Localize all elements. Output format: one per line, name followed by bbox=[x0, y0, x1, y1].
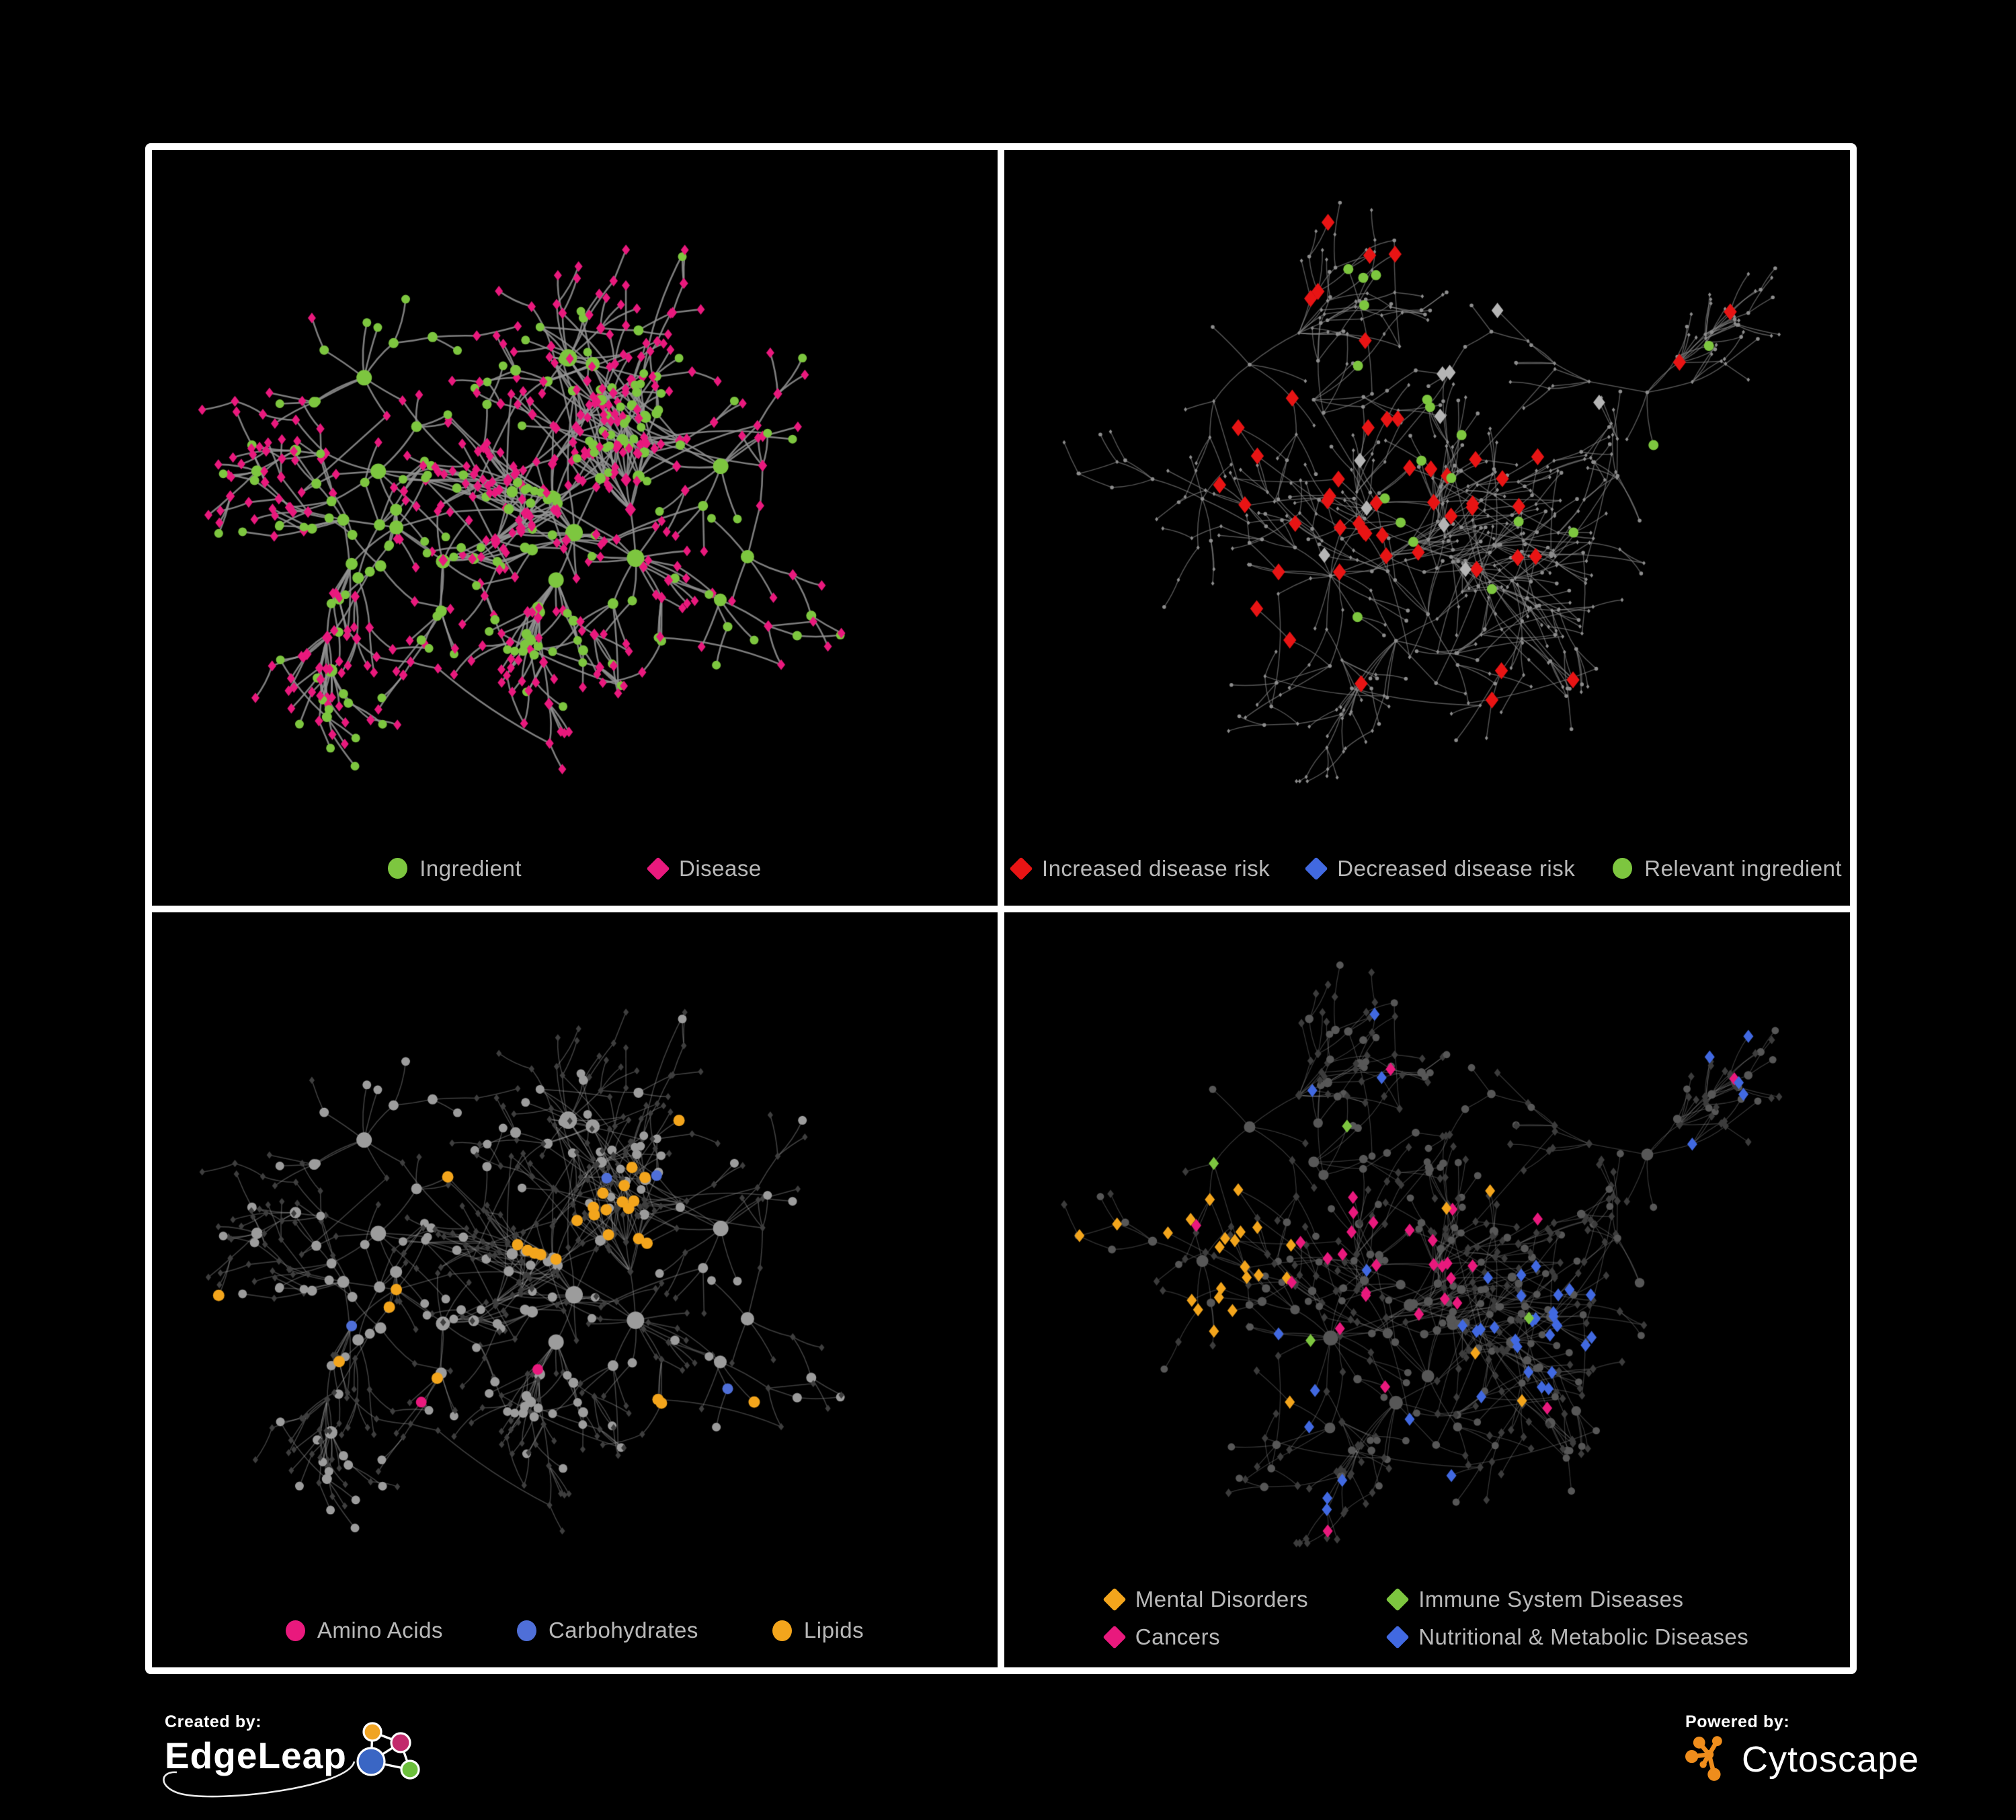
legend-label: Increased disease risk bbox=[1041, 855, 1271, 881]
network-canvas-nutrient-classes bbox=[152, 912, 998, 1667]
legend-item: Decreased disease risk bbox=[1304, 855, 1576, 881]
legend-circle-icon bbox=[285, 1620, 305, 1641]
legend-item: Immune System Diseases bbox=[1385, 1587, 1684, 1612]
legend-diamond-icon bbox=[1385, 1587, 1410, 1612]
legend-item: Lipids bbox=[772, 1618, 864, 1643]
legend-label: Immune System Diseases bbox=[1418, 1587, 1684, 1612]
network-canvas-ingredient-disease bbox=[152, 150, 998, 906]
legend-diamond-icon bbox=[1009, 857, 1033, 880]
panel-disease-classes: Mental Disorders Immune System Diseases Ca… bbox=[1004, 912, 1850, 1667]
network-canvas-disease-classes bbox=[1004, 912, 1850, 1667]
legend-circle-icon bbox=[516, 1620, 536, 1641]
edgeleap-wordmark: EdgeLeap bbox=[165, 1735, 347, 1776]
legend-item: Relevant ingredient bbox=[1613, 856, 1842, 881]
legend-circle-icon bbox=[772, 1620, 792, 1641]
legend-label: Ingredient bbox=[419, 855, 522, 881]
edgeleap-brand: EdgeLeap bbox=[163, 1722, 425, 1798]
legend-diamond-icon bbox=[1304, 857, 1328, 880]
created-by-label: Created by: bbox=[165, 1712, 262, 1731]
cytoscape-wordmark: Cytoscape bbox=[1742, 1739, 1920, 1780]
legend-item: Increased disease risk bbox=[1009, 855, 1271, 881]
legend-label: Amino Acids bbox=[317, 1618, 443, 1643]
legend-disease-classes: Mental Disorders Immune System Diseases Ca… bbox=[1004, 1587, 1850, 1650]
legend-label: Lipids bbox=[803, 1618, 864, 1643]
legend-label: Mental Disorders bbox=[1135, 1587, 1309, 1612]
legend-item: Cancers bbox=[1102, 1624, 1221, 1650]
powered-by-block: Powered by: Cytoscape bbox=[1685, 1712, 1919, 1784]
legend-ingredient-disease: Ingredient Disease bbox=[152, 856, 998, 881]
legend-label: Relevant ingredient bbox=[1644, 855, 1843, 881]
legend-item: Nutritional & Metabolic Diseases bbox=[1385, 1624, 1749, 1650]
legend-diamond-icon bbox=[1102, 1625, 1127, 1649]
legend-circle-icon bbox=[388, 858, 408, 879]
panel-ingredient-disease: Ingredient Disease bbox=[152, 150, 998, 906]
legend-item: Mental Disorders bbox=[1102, 1587, 1309, 1612]
legend-label: Disease bbox=[679, 855, 762, 881]
legend-nutrient-classes: Amino Acids Carbohydrates Lipids bbox=[152, 1618, 998, 1643]
legend-disease-risk: Increased disease risk Decreased disease … bbox=[1004, 856, 1850, 881]
panel-grid: Ingredient Disease Increased disease risk… bbox=[145, 143, 1857, 1674]
network-canvas-disease-risk bbox=[1004, 150, 1850, 906]
powered-by-label: Powered by: bbox=[1685, 1712, 1790, 1731]
panel-disease-risk: Increased disease risk Decreased disease … bbox=[1004, 150, 1850, 906]
legend-item: Carbohydrates bbox=[516, 1618, 698, 1643]
legend-diamond-icon bbox=[1102, 1587, 1127, 1612]
legend-diamond-icon bbox=[646, 857, 670, 880]
legend-circle-icon bbox=[1613, 858, 1633, 879]
legend-label: Carbohydrates bbox=[548, 1618, 698, 1643]
panel-nutrient-classes: Amino Acids Carbohydrates Lipids bbox=[152, 912, 998, 1667]
cytoscape-logo-icon bbox=[1685, 1736, 1722, 1781]
legend-label: Nutritional & Metabolic Diseases bbox=[1418, 1624, 1749, 1649]
created-by-block: Created by: EdgeLeap bbox=[163, 1712, 425, 1798]
legend-item: Disease bbox=[646, 855, 762, 881]
cytoscape-brand: Cytoscape bbox=[1685, 1735, 1919, 1784]
legend-item: Ingredient bbox=[388, 856, 522, 881]
legend-diamond-icon bbox=[1385, 1625, 1410, 1649]
edgeleap-logo-icon bbox=[356, 1722, 420, 1780]
edgeleap-swoosh bbox=[163, 1761, 356, 1798]
legend-label: Decreased disease risk bbox=[1337, 855, 1576, 881]
legend-item: Amino Acids bbox=[285, 1618, 443, 1643]
legend-label: Cancers bbox=[1135, 1624, 1221, 1649]
